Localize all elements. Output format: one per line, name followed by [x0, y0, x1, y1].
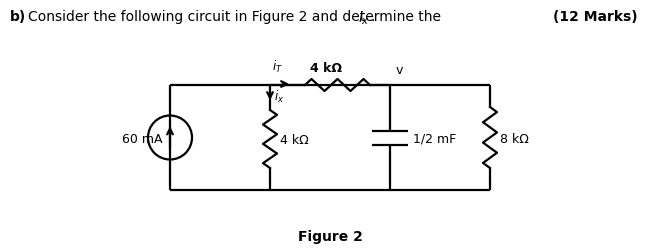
Text: $i_x$: $i_x$: [358, 10, 370, 27]
Text: Figure 2: Figure 2: [298, 230, 363, 244]
Text: v: v: [396, 64, 404, 77]
Text: Consider the following circuit in Figure 2 and determine the: Consider the following circuit in Figure…: [28, 10, 445, 24]
Text: 60 mA: 60 mA: [122, 133, 162, 146]
Text: 4 kΩ: 4 kΩ: [280, 135, 309, 147]
Text: 4 kΩ: 4 kΩ: [310, 62, 342, 75]
Text: .: .: [371, 10, 376, 24]
Text: (12 Marks): (12 Marks): [553, 10, 638, 24]
Text: 1/2 mF: 1/2 mF: [413, 133, 456, 146]
Text: $i_T$: $i_T$: [272, 59, 283, 75]
Text: b): b): [10, 10, 26, 24]
Text: 8 kΩ: 8 kΩ: [500, 133, 529, 146]
Text: $i_x$: $i_x$: [274, 89, 284, 105]
